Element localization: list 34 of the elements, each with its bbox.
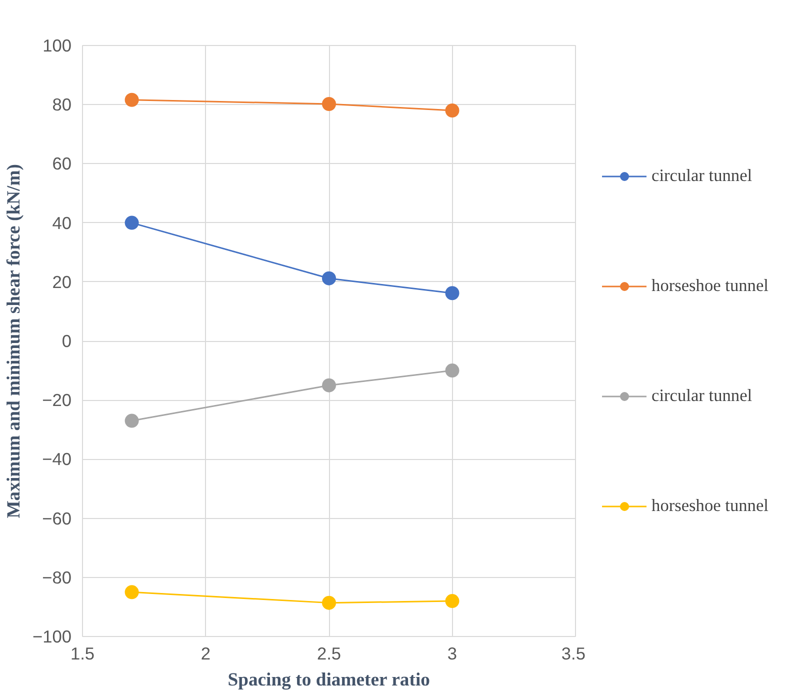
y-tick-label: 0	[62, 331, 72, 351]
y-tick-label: −20	[42, 390, 72, 410]
y-tick-label: −80	[42, 567, 72, 588]
y-tick-label: 80	[52, 94, 72, 115]
x-tick-label: 2.5	[316, 644, 342, 664]
point	[445, 364, 460, 378]
y-axis-title: Maximum and minimum shear force (kN/m)	[3, 164, 24, 518]
point	[124, 414, 139, 428]
y-tick-label: 60	[52, 154, 72, 174]
legend-label: horseshoe tunnel	[652, 276, 768, 296]
x-tick-label: 3.5	[561, 644, 586, 664]
point	[445, 104, 460, 118]
point	[124, 585, 139, 600]
x-axis-title: Spacing to diameter ratio	[228, 670, 430, 690]
x-tick-label: 2	[200, 644, 211, 664]
legend-label: circular tunnel	[652, 386, 752, 406]
x-tick-label: 3	[447, 644, 458, 664]
point	[445, 286, 460, 300]
x-tick-label: 1.5	[70, 644, 95, 664]
legend-label: horseshoe tunnel	[652, 496, 768, 516]
y-tick-label: −40	[42, 449, 72, 470]
point	[124, 216, 139, 230]
y-tick-label: −60	[42, 508, 72, 528]
point	[124, 92, 139, 107]
legend-label: circular tunnel	[652, 166, 752, 186]
point	[322, 596, 336, 610]
point	[322, 97, 336, 111]
y-tick-label: 20	[52, 272, 72, 292]
y-tick-label: 100	[42, 36, 72, 56]
point	[322, 378, 336, 392]
y-tick-label: 40	[52, 212, 72, 233]
point	[445, 594, 460, 608]
point	[322, 271, 336, 286]
y-tick-label: −100	[32, 626, 72, 646]
